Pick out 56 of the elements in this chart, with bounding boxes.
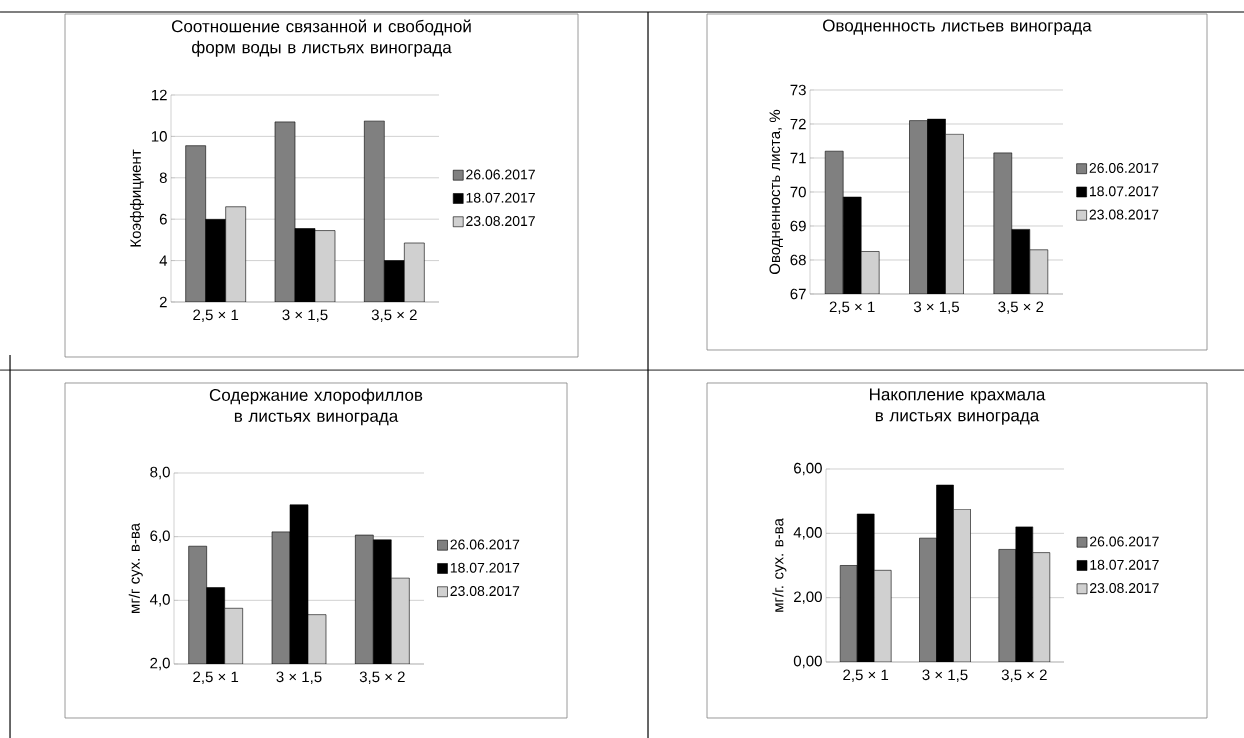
bar (873, 570, 892, 662)
legend-label: 23.08.2017 (450, 586, 520, 597)
chart-title: Оводненность листьев винограда (823, 19, 1092, 35)
y-tick-label: 10 (151, 131, 167, 142)
legend-label: 26.06.2017 (1090, 536, 1159, 547)
x-tick-label: 2,5 × 1 (843, 669, 889, 682)
legend-label: 26.06.2017 (450, 539, 520, 550)
y-tick-label: 2,0 (150, 657, 170, 671)
x-tick-label: 3 × 1,5 (922, 669, 968, 682)
legend-label: 23.08.2017 (1090, 583, 1159, 594)
x-tick-label: 2,5 × 1 (193, 309, 239, 322)
chart-title: Содержание хлорофиллов в листьях винограда (209, 388, 423, 426)
y-tick-label: 73 (790, 84, 806, 96)
y-tick-label: 8,0 (150, 466, 170, 480)
y-axis-title: Коэффициент (129, 149, 144, 247)
y-tick-label: 0,00 (793, 655, 822, 669)
chart-title: Накопление крахмала в листьях винограда (870, 388, 1046, 425)
y-tick-label: 72 (790, 118, 806, 130)
y-axis-title: Оводненность листа, % (769, 109, 783, 275)
legend-label: 23.08.2017 (1089, 209, 1159, 220)
y-tick-label: 2,00 (794, 591, 822, 604)
legend-label: 18.07.2017 (450, 562, 520, 573)
legend-label: 18.07.2017 (1089, 186, 1159, 197)
legend-label: 26.06.2017 (466, 169, 535, 180)
legend-label: 18.07.2017 (1090, 559, 1159, 570)
x-tick-label: 3 × 1,5 (282, 309, 328, 322)
y-tick-label: 4,0 (149, 594, 170, 607)
y-tick-label: 6 (159, 213, 167, 225)
bar (1032, 552, 1051, 662)
y-tick-label: 70 (790, 186, 806, 198)
x-tick-label: 2,5 × 1 (193, 671, 239, 684)
legend-label: 26.06.2017 (1089, 163, 1159, 173)
x-tick-label: 3,5 × 2 (359, 671, 405, 684)
y-tick-label: 71 (790, 152, 806, 164)
x-tick-label: 3,5 × 2 (371, 309, 417, 322)
x-tick-label: 3 × 1,5 (276, 671, 322, 684)
y-tick-label: 67 (790, 288, 806, 300)
legend-label: 23.08.2017 (466, 216, 535, 227)
y-tick-label: 68 (790, 254, 806, 266)
x-tick-label: 3,5 × 2 (998, 301, 1044, 314)
y-tick-label: 69 (790, 220, 806, 232)
legend-label: 18.07.2017 (466, 192, 535, 203)
x-tick-label: 3 × 1,5 (913, 301, 960, 314)
y-tick-label: 6,0 (150, 530, 170, 543)
x-tick-label: 3,5 × 2 (1001, 669, 1047, 682)
x-tick-label: 2,5 × 1 (829, 301, 875, 314)
y-axis-title: мг/г. сух. в-ва (772, 518, 787, 612)
y-tick-label: 12 (151, 89, 167, 101)
y-tick-label: 8 (159, 172, 167, 184)
y-tick-label: 4 (159, 255, 168, 266)
chart-title: Соотношение связанной и свободной форм воды в листьях винограда (172, 19, 471, 57)
bar (953, 508, 971, 662)
y-tick-label: 4,00 (793, 527, 822, 540)
y-tick-label: 2 (159, 296, 167, 308)
y-axis-title: мг/г сух. в-ва (128, 523, 143, 613)
y-tick-label: 6,00 (794, 462, 822, 476)
